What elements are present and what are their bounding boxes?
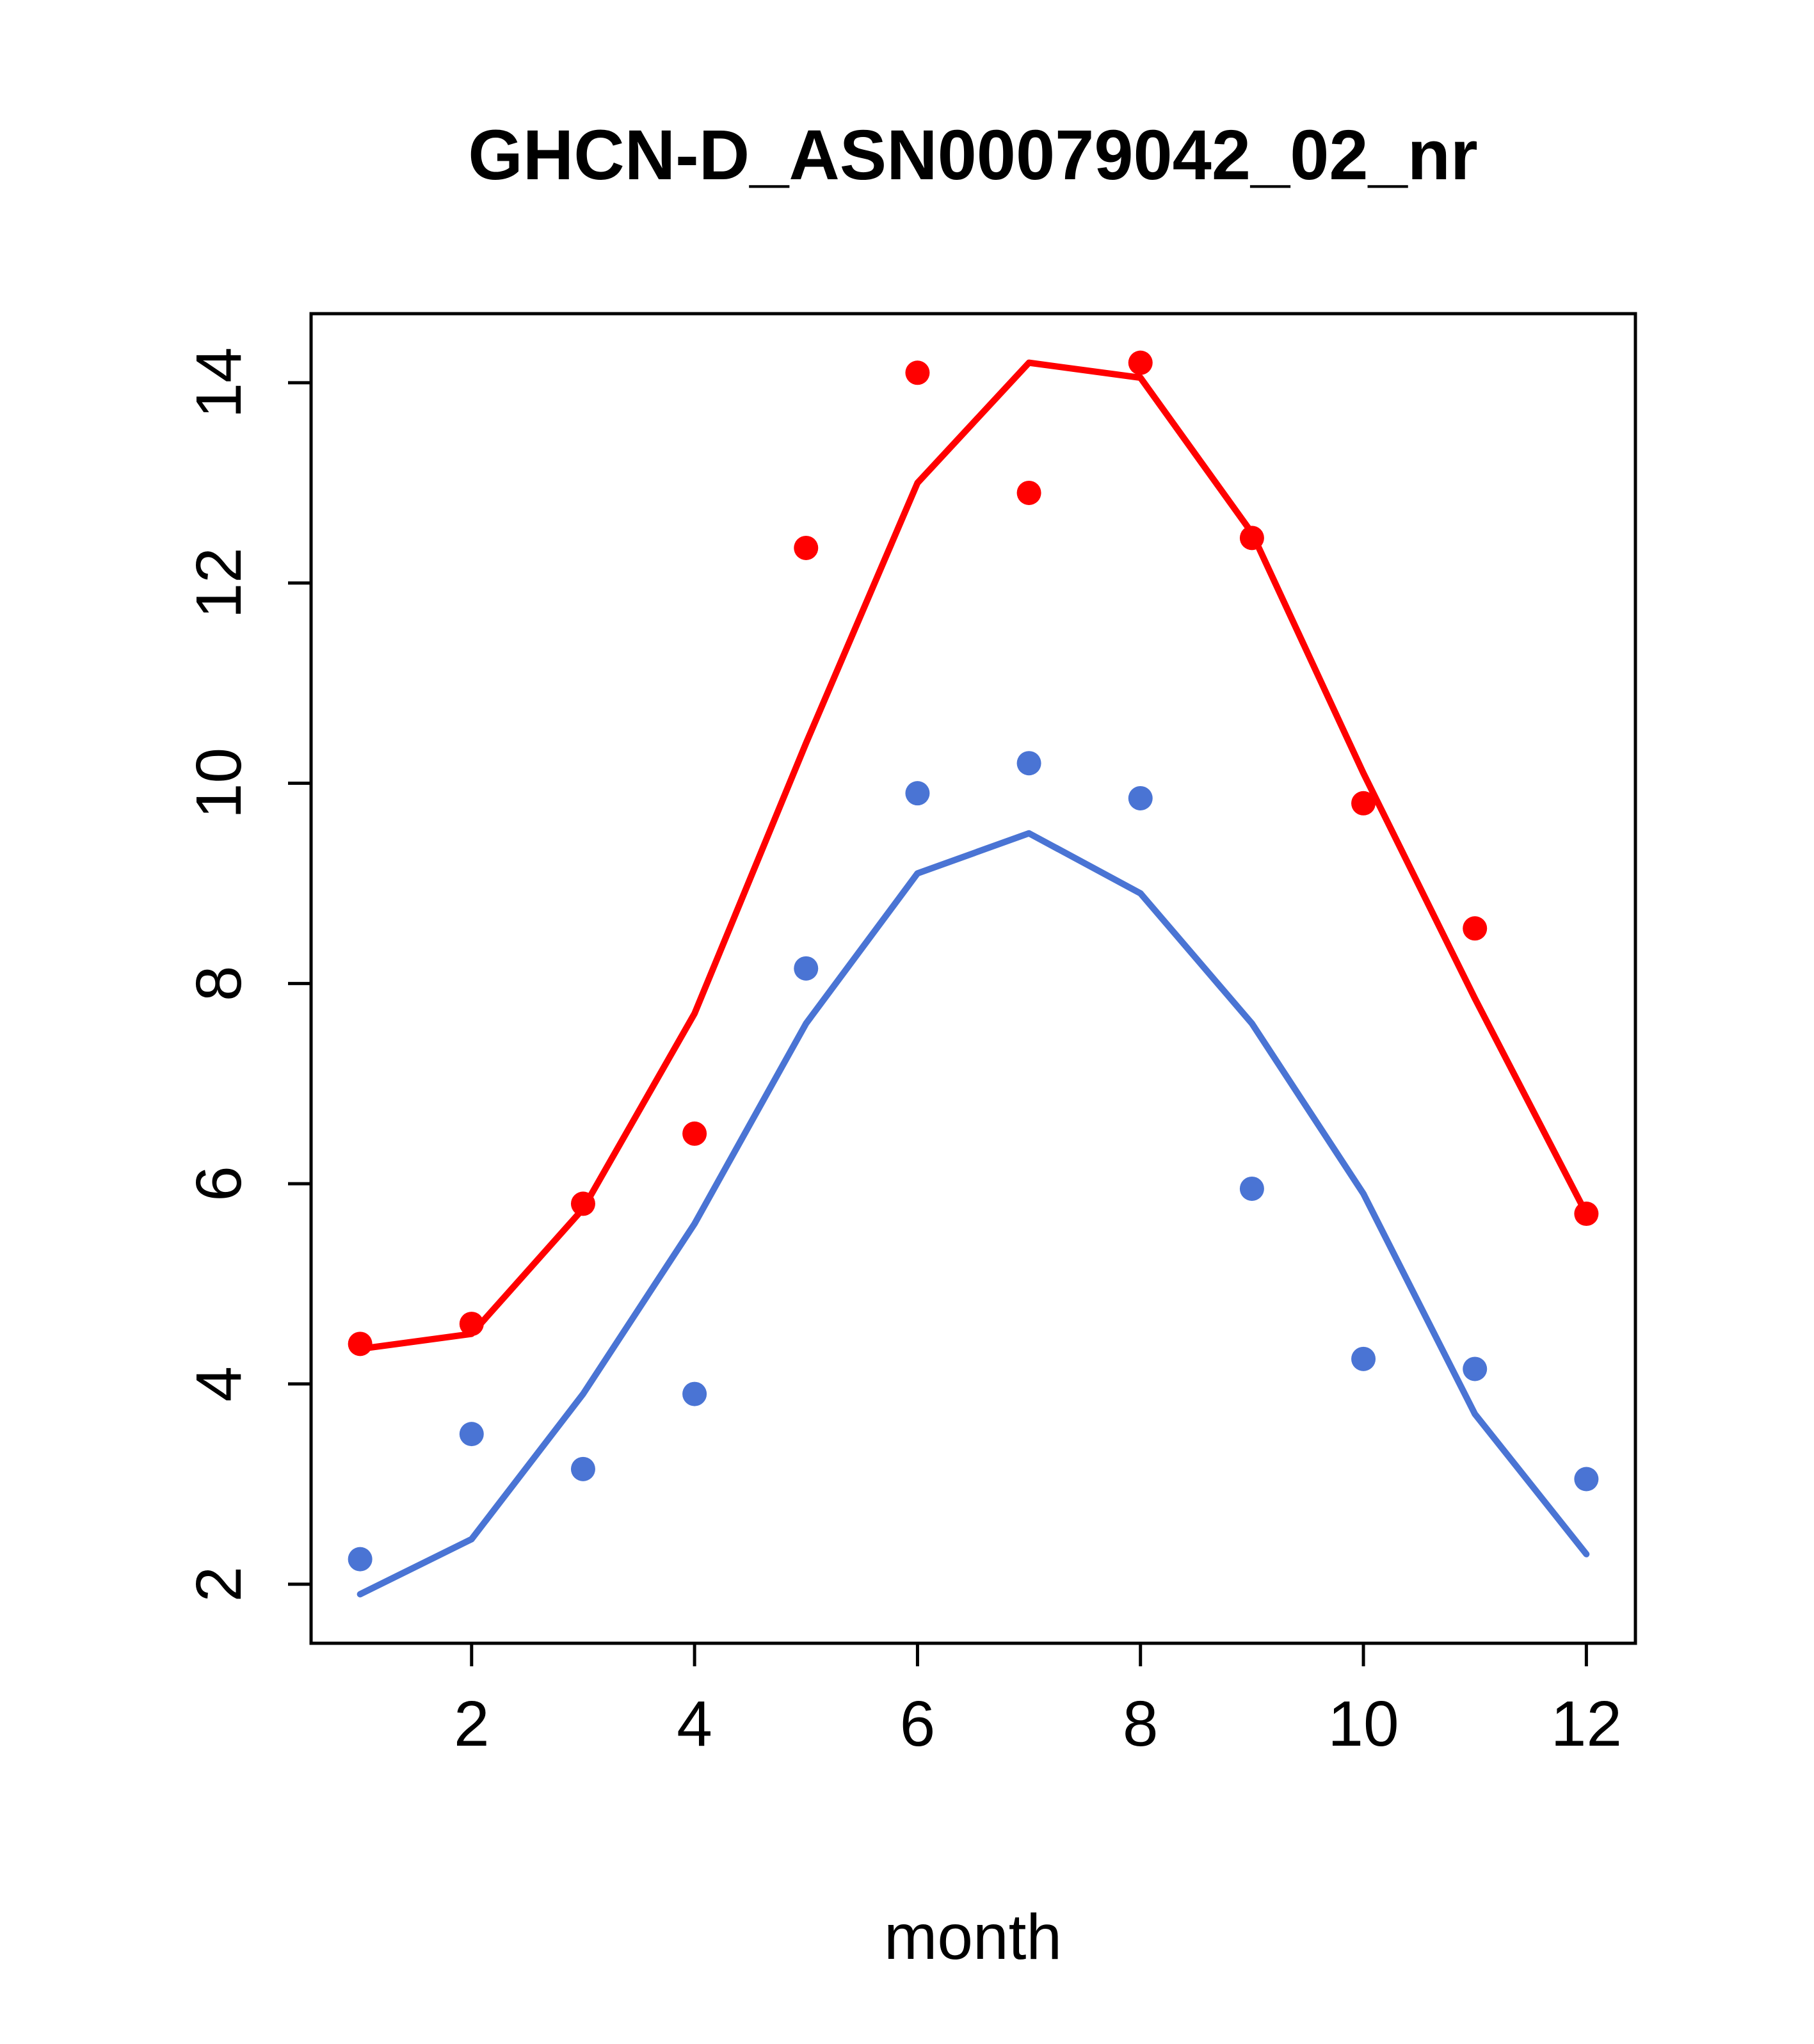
blue-points-observed-marker [794,956,819,981]
red-points-observed-marker [1351,791,1376,816]
series-blue-points-observed [348,751,1599,1572]
x-tick-label: 8 [1123,1688,1159,1760]
y-tick-label: 10 [183,748,255,819]
blue-points-observed-marker [459,1422,484,1447]
red-points-observed-marker [682,1121,707,1146]
series-blue-line-fit [357,830,1590,1598]
x-tick-label: 10 [1328,1688,1399,1760]
y-tick-label: 6 [183,1166,255,1202]
x-tick-label: 6 [900,1688,936,1760]
red-points-observed-marker [1128,350,1153,375]
red-line-fit [357,359,1590,1353]
x-tick-label: 2 [454,1688,490,1760]
blue-points-observed-marker [1351,1346,1376,1371]
red-points-observed-marker [1574,1202,1599,1227]
blue-points-observed-marker [682,1381,707,1406]
y-tick-label: 14 [183,347,255,418]
chart-title: GHCN-D_ASN00079042_02_nr [468,116,1478,195]
series-red-line-fit [357,359,1590,1353]
blue-points-observed-marker [348,1547,373,1572]
plot-area: 2 4 6 8 10 12 2 4 6 8 10 12 14 [183,312,1637,1760]
series-red-points-observed [348,350,1599,1356]
blue-points-observed-marker [905,781,930,806]
x-tick-label: 12 [1551,1688,1622,1760]
x-axis: 2 4 6 8 10 12 [454,1643,1622,1760]
red-points-observed-marker [905,360,930,385]
blue-points-observed-marker [1016,751,1041,776]
red-points-observed-marker [794,535,819,560]
red-points-observed-marker [459,1312,484,1337]
blue-line-fit [357,830,1590,1598]
blue-points-observed-marker [1128,785,1153,810]
blue-points-observed-marker [1574,1467,1599,1492]
red-points-observed-marker [1016,480,1041,505]
y-tick-label: 2 [183,1566,255,1602]
y-axis: 2 4 6 8 10 12 14 [183,347,311,1602]
y-tick-label: 8 [183,966,255,1002]
red-points-observed-marker [1463,916,1488,941]
blue-points-observed-marker [1463,1356,1488,1381]
red-points-observed-marker [570,1191,595,1216]
plot-box [309,312,1637,1645]
red-points-observed-marker [1239,526,1264,551]
blue-points-observed-marker [570,1456,595,1481]
x-tick-label: 4 [677,1688,712,1760]
y-tick-label: 4 [183,1366,255,1402]
x-axis-label: month [884,1901,1062,1973]
blue-points-observed-marker [1239,1176,1264,1201]
y-tick-label: 12 [183,547,255,618]
red-points-observed-marker [348,1332,373,1356]
